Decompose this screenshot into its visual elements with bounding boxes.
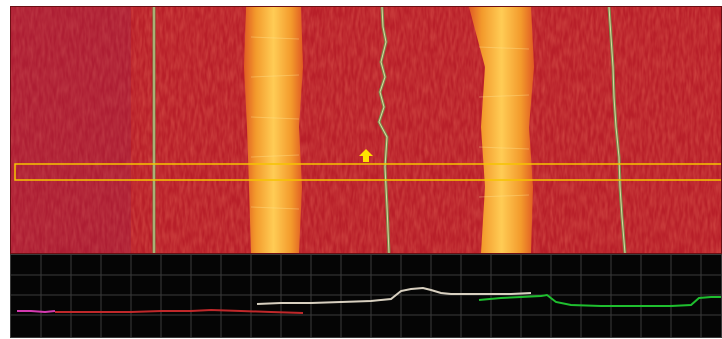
stripe-texture	[250, 36, 530, 210]
profile-trace-white	[256, 286, 532, 305]
profile-trace-magenta	[17, 310, 56, 314]
line-profile-plot	[10, 254, 722, 338]
bright-stripe-2	[469, 7, 534, 253]
height-map-svg	[11, 7, 721, 253]
left-shading	[11, 7, 131, 253]
profile-trace-green	[478, 293, 721, 307]
bright-stripe-1	[244, 7, 303, 253]
arrow-up-icon	[359, 149, 373, 162]
surface-texture	[11, 7, 721, 253]
roi-selection-box[interactable]	[14, 163, 721, 181]
edge-line-3-highlight	[608, 7, 626, 253]
profile-grid	[11, 255, 721, 337]
edge-line-2-highlight	[378, 7, 390, 253]
profile-trace-red	[55, 308, 304, 314]
height-map-image[interactable]	[10, 6, 722, 254]
profile-svg	[11, 255, 721, 337]
